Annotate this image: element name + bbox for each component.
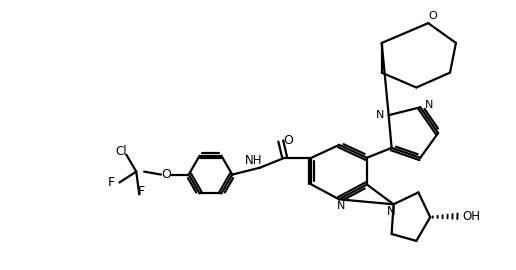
Text: F: F [138,185,145,198]
Text: N: N [387,205,396,218]
Text: F: F [108,176,115,189]
Text: N: N [425,100,433,110]
Text: O: O [284,134,294,147]
Text: N: N [337,201,345,211]
Text: O: O [429,11,438,21]
Text: Cl: Cl [116,145,127,158]
Text: O: O [161,168,171,181]
Text: N: N [376,110,384,120]
Text: NH: NH [245,154,263,167]
Text: OH: OH [463,210,481,223]
